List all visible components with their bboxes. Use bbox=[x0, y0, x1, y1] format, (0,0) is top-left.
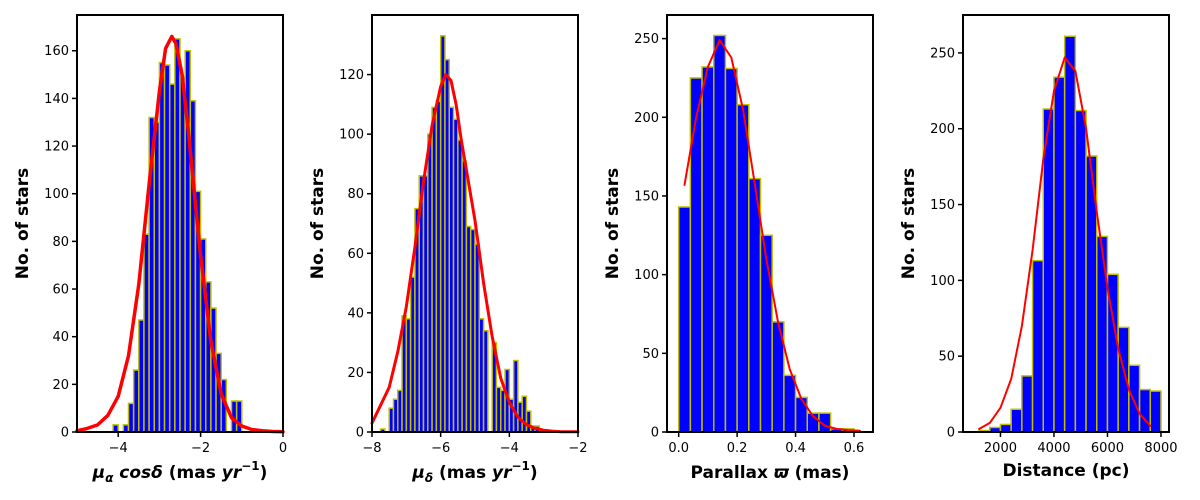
x-tick-label: −4 bbox=[500, 441, 519, 456]
histogram-bar bbox=[179, 76, 186, 433]
fit-curve bbox=[978, 56, 1152, 430]
histogram-bar bbox=[689, 77, 703, 433]
y-tick-label: 40 bbox=[347, 306, 364, 321]
fit-curve bbox=[370, 73, 580, 434]
histogram-bar bbox=[1021, 375, 1034, 433]
x-tick-label: 0.2 bbox=[727, 441, 748, 456]
x-tick-label: 0 bbox=[279, 441, 287, 456]
histogram-bar bbox=[736, 103, 750, 433]
y-tick-label: 100 bbox=[339, 128, 364, 143]
y-axis-label: No. of stars bbox=[13, 168, 33, 280]
y-tick-label: 80 bbox=[52, 235, 69, 250]
histogram-bar bbox=[999, 423, 1012, 433]
histogram-bar bbox=[132, 369, 140, 433]
y-tick-label: 250 bbox=[634, 32, 659, 47]
fit-curve bbox=[75, 34, 285, 434]
histogram-bar bbox=[1138, 388, 1152, 433]
histogram-bar bbox=[168, 83, 176, 433]
histogram-bar bbox=[1149, 390, 1162, 433]
y-axis-label: No. of stars bbox=[308, 168, 328, 280]
x-tick-label: −8 bbox=[362, 441, 381, 456]
histogram-bar bbox=[163, 64, 171, 433]
histogram-bar bbox=[759, 234, 773, 433]
y-tick-label: 50 bbox=[938, 350, 955, 365]
x-tick-label: 2000 bbox=[984, 441, 1017, 456]
y-tick-label: 60 bbox=[347, 247, 364, 262]
histogram-bar bbox=[158, 61, 166, 433]
histogram-bar bbox=[701, 66, 715, 433]
histogram-bar bbox=[482, 329, 489, 433]
histogram-bar bbox=[794, 396, 809, 433]
y-tick-label: 50 bbox=[642, 347, 659, 362]
y-tick-label: 0 bbox=[651, 426, 659, 441]
x-tick-label: 0.6 bbox=[844, 441, 865, 456]
x-tick-label: −4 bbox=[109, 441, 128, 456]
y-tick-label: 120 bbox=[339, 68, 364, 83]
x-axis-label: μδ (mas yr−1) bbox=[411, 459, 537, 485]
histogram-bar bbox=[748, 177, 762, 433]
histogram-bar bbox=[174, 38, 181, 433]
y-tick-label: 0 bbox=[61, 426, 69, 441]
y-tick-label: 160 bbox=[44, 44, 69, 59]
panel-distance-histogram: 0 50 100 150 200 250 2000 4000 6000 8000 No. of st… bbox=[899, 14, 1178, 481]
axes-frame bbox=[962, 14, 1170, 433]
x-tick-label: 8000 bbox=[1144, 441, 1177, 456]
y-tick-label: 80 bbox=[347, 187, 364, 202]
y-tick-label: 200 bbox=[930, 122, 955, 137]
histogram-bar bbox=[1010, 408, 1023, 433]
histogram-bar bbox=[112, 424, 119, 433]
histogram-bar bbox=[713, 34, 727, 433]
panel-pmdec-histogram: 0 20 40 60 80 100 120 −8 −6 −4 −2 No. of stars μδ (m… bbox=[308, 14, 588, 485]
y-axis-label: No. of stars bbox=[899, 168, 919, 280]
histogram-bar bbox=[1074, 109, 1087, 433]
histogram-bar bbox=[724, 67, 738, 433]
x-tick-label: −6 bbox=[431, 441, 450, 456]
x-axis-label: Parallax ϖ (mas) bbox=[691, 463, 850, 483]
y-axis-label: No. of stars bbox=[603, 168, 623, 280]
axes-frame bbox=[666, 14, 874, 433]
x-axis-label: μα cosδ (mas yr−1) bbox=[92, 459, 268, 485]
y-tick-label: 250 bbox=[930, 46, 955, 61]
panel-parallax-histogram: 0 50 100 150 200 250 0.0 0.2 0.4 0.6 No. of stars P… bbox=[603, 14, 874, 483]
y-tick-label: 20 bbox=[347, 366, 364, 381]
histogram-bar bbox=[122, 424, 130, 433]
histogram-bar bbox=[783, 374, 797, 433]
y-tick-label: 100 bbox=[44, 187, 69, 202]
panel-pmra-histogram: 0 20 40 60 80 100 120 140 160 −4 −2 0 No. of stars μα… bbox=[13, 14, 287, 485]
histogram-bar bbox=[1042, 108, 1055, 433]
axes-frame bbox=[371, 14, 579, 433]
histogram-bar bbox=[1063, 35, 1077, 433]
axes-frame bbox=[76, 14, 284, 433]
histogram-bar bbox=[1128, 364, 1141, 433]
histogram-bar bbox=[677, 206, 692, 433]
y-tick-label: 60 bbox=[52, 283, 69, 298]
histogram-bar bbox=[153, 121, 161, 433]
y-tick-label: 200 bbox=[634, 111, 659, 126]
y-tick-label: 120 bbox=[44, 140, 69, 155]
fit-curve bbox=[683, 39, 861, 432]
y-tick-label: 150 bbox=[930, 198, 955, 213]
x-tick-label: 0.0 bbox=[668, 441, 689, 456]
x-axis-label: Distance (pc) bbox=[1002, 461, 1129, 481]
histogram-bar bbox=[138, 319, 145, 433]
y-tick-label: 150 bbox=[634, 189, 659, 204]
y-tick-label: 100 bbox=[930, 274, 955, 289]
x-tick-label: −2 bbox=[191, 441, 210, 456]
histogram-bar bbox=[127, 402, 135, 433]
x-tick-label: 0.4 bbox=[785, 441, 806, 456]
histogram-bar bbox=[1031, 259, 1045, 433]
y-tick-label: 100 bbox=[634, 268, 659, 283]
y-tick-label: 40 bbox=[52, 330, 69, 345]
histogram-bar bbox=[1053, 76, 1066, 433]
x-tick-label: −2 bbox=[568, 441, 587, 456]
y-tick-label: 140 bbox=[44, 92, 69, 107]
y-tick-label: 0 bbox=[947, 426, 955, 441]
histogram-bar bbox=[143, 233, 150, 433]
histogram-bar bbox=[1096, 235, 1109, 433]
y-tick-label: 0 bbox=[356, 426, 364, 441]
x-tick-label: 6000 bbox=[1091, 441, 1124, 456]
x-tick-label: 4000 bbox=[1037, 441, 1070, 456]
y-tick-label: 20 bbox=[52, 378, 69, 393]
